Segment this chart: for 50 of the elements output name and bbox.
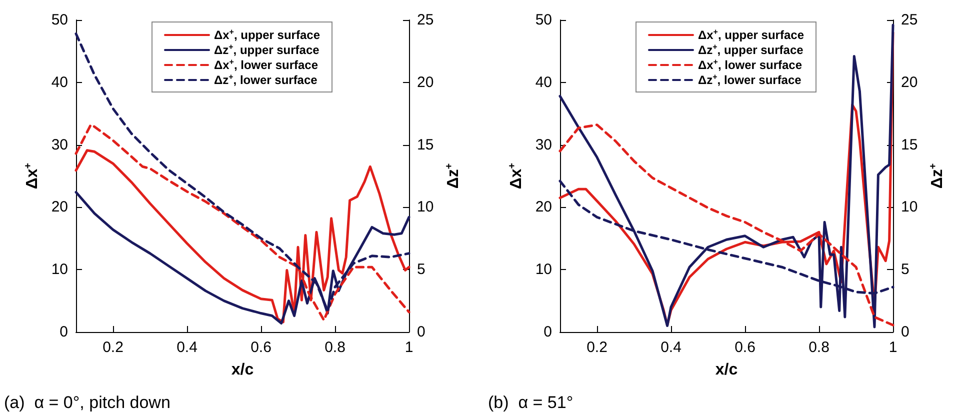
y-tick-label: 30 — [51, 136, 68, 154]
x-tick-label: 0.8 — [808, 339, 830, 356]
legend-label: Δx+, upper surface — [698, 28, 804, 42]
x-axis-title: x/c — [715, 362, 738, 378]
legend-label: Δz+, lower surface — [214, 72, 318, 87]
y2-tick-label: 20 — [417, 74, 434, 91]
x-tick-label: 0.6 — [250, 339, 272, 356]
x-tick-label: 1 — [404, 339, 414, 356]
legend-label: Δx+, lower surface — [698, 58, 802, 72]
y-tick-label: 10 — [535, 261, 552, 278]
y2-axis-title: Δz+ — [928, 163, 946, 189]
y-tick-label: 50 — [51, 12, 68, 28]
y-tick-label: 40 — [51, 74, 68, 91]
y-tick-label: 20 — [535, 198, 552, 216]
x-tick-label: 0.4 — [660, 339, 682, 356]
x-axis-title: x/c — [231, 362, 254, 378]
x-tick-label: 0.2 — [586, 339, 608, 356]
x-tick-label: 0.8 — [324, 339, 346, 356]
x-tick-label: 0.2 — [102, 339, 124, 356]
text: (a) α = 0°, pitch down — [4, 393, 170, 412]
legend-label: Δx+, upper surface — [214, 28, 320, 42]
y2-tick-label: 15 — [417, 136, 434, 154]
y2-tick-label: 5 — [901, 261, 910, 278]
y-tick-label: 0 — [544, 324, 552, 340]
y2-tick-label: 15 — [901, 136, 918, 154]
legend-label: Δz+, upper surface — [214, 42, 320, 57]
text: (b) α = 51° — [488, 393, 574, 412]
y2-tick-label: 5 — [417, 261, 426, 278]
x-tick-label: 0.6 — [734, 339, 756, 356]
y2-tick-label: 20 — [901, 74, 918, 91]
y-axis-title: Δx+ — [506, 162, 525, 190]
x-tick-label: 0.4 — [176, 339, 198, 356]
y2-tick-label: 10 — [901, 198, 918, 216]
y2-tick-label: 0 — [901, 324, 910, 340]
y2-tick-label: 10 — [417, 198, 434, 216]
y2-tick-label: 0 — [417, 324, 426, 340]
y-tick-label: 50 — [535, 12, 552, 28]
y2-tick-label: 25 — [417, 12, 434, 28]
y-tick-label: 20 — [51, 198, 68, 216]
x-tick-label: 1 — [888, 339, 898, 356]
y-tick-label: 10 — [51, 261, 68, 278]
legend-label: Δx+, lower surface — [214, 58, 318, 72]
y-tick-label: 0 — [60, 324, 68, 340]
y-axis-title: Δx+ — [22, 162, 41, 190]
y-tick-label: 30 — [535, 136, 552, 154]
legend-label: Δz+, upper surface — [698, 42, 804, 57]
legend-label: Δz+, lower surface — [698, 72, 802, 87]
y2-tick-label: 25 — [901, 12, 918, 28]
y2-axis-title: Δz+ — [444, 163, 462, 189]
y-tick-label: 40 — [535, 74, 552, 91]
